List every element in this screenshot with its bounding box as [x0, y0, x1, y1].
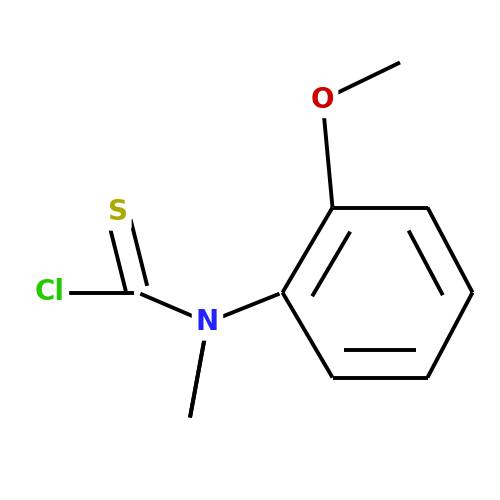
Text: N: N: [196, 308, 219, 336]
Text: O: O: [311, 86, 334, 114]
Text: Cl: Cl: [35, 278, 65, 306]
Text: S: S: [108, 198, 128, 226]
